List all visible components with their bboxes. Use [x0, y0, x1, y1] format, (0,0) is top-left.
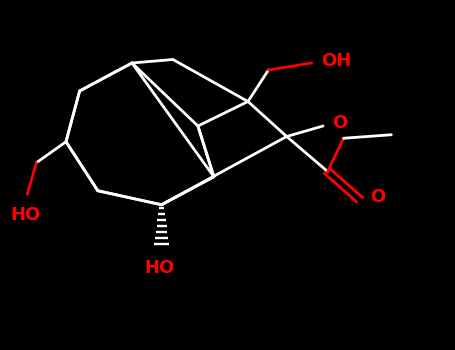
- Text: HO: HO: [10, 206, 40, 224]
- Text: HO: HO: [144, 259, 174, 277]
- Text: O: O: [332, 113, 348, 132]
- Text: OH: OH: [322, 52, 352, 70]
- Text: O: O: [370, 188, 385, 206]
